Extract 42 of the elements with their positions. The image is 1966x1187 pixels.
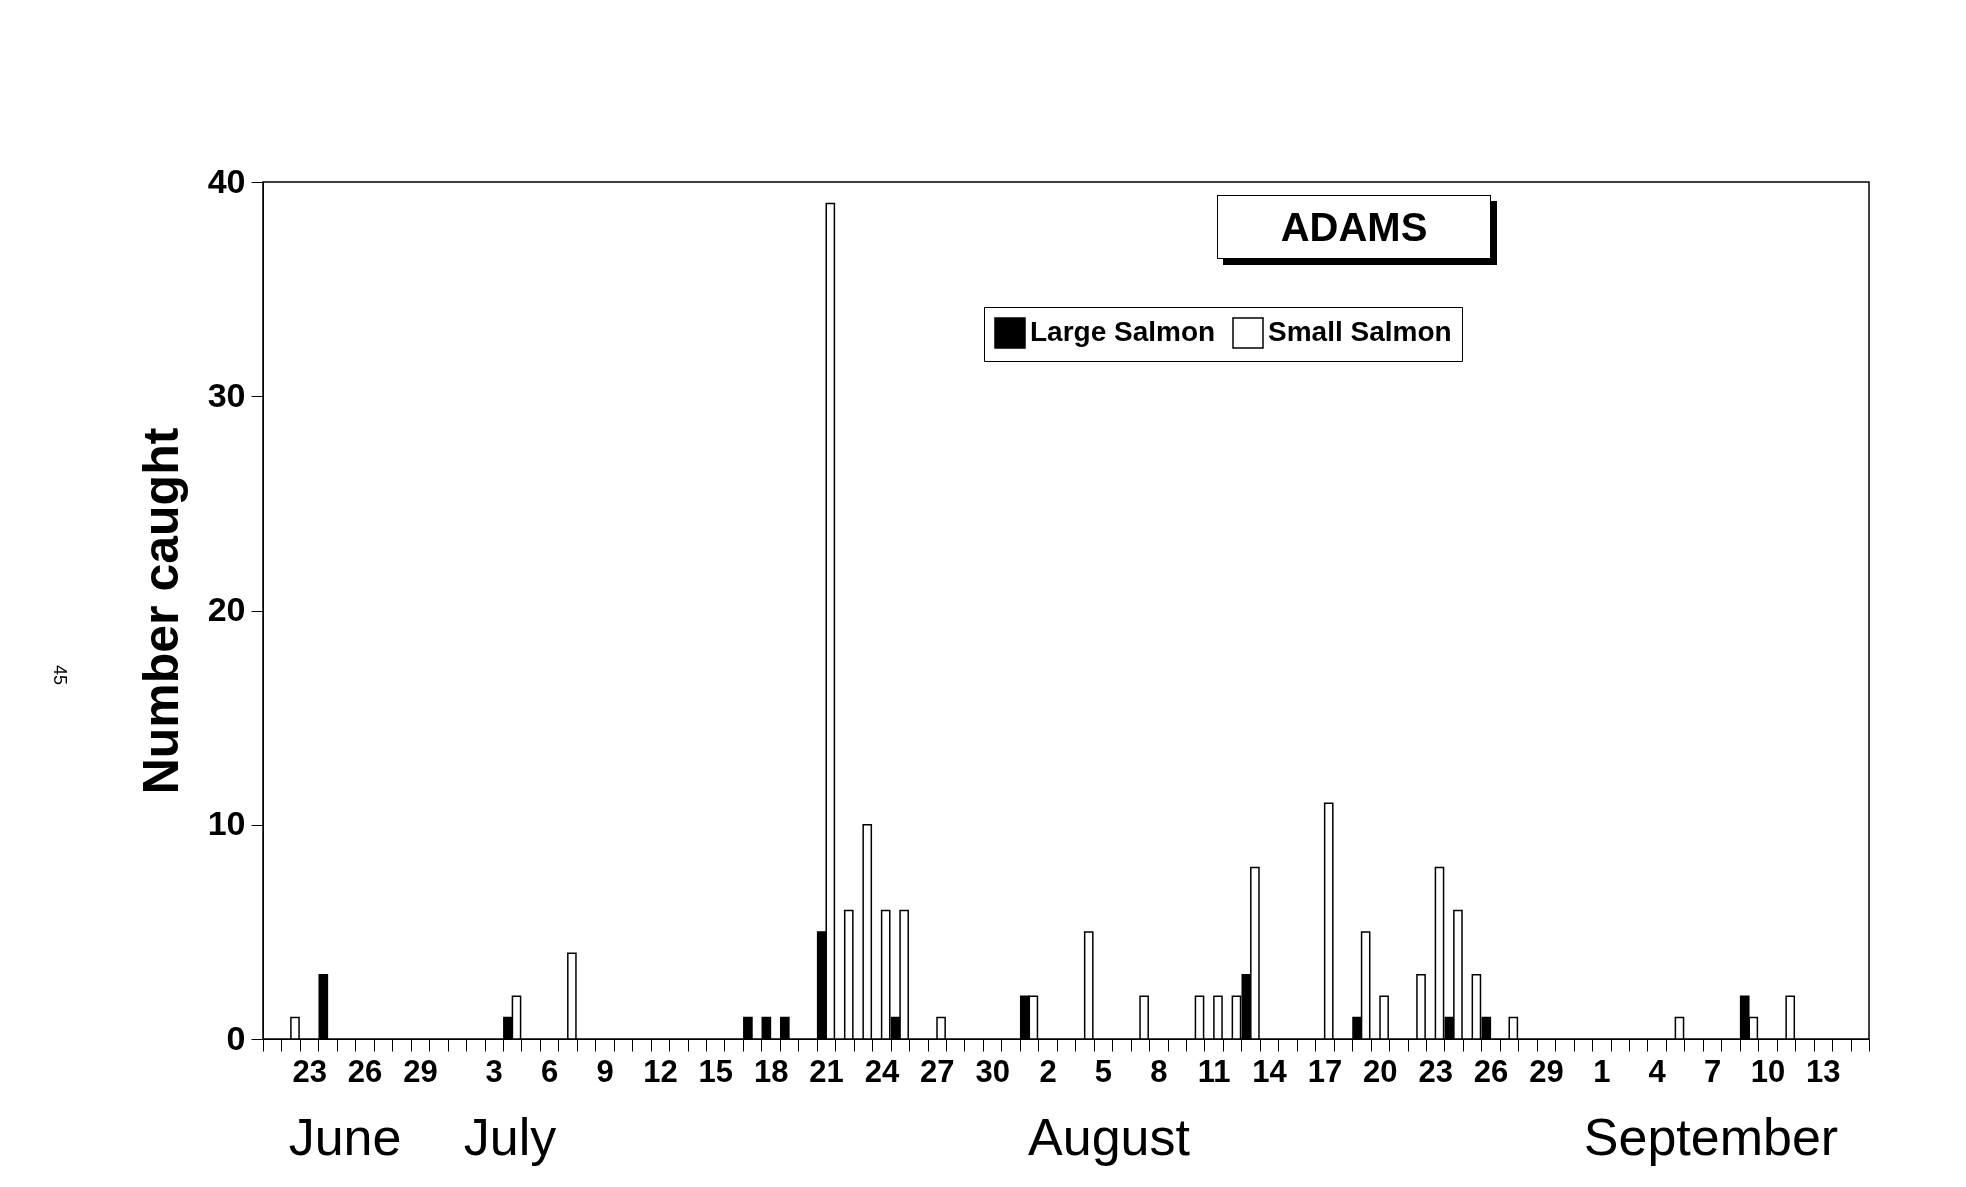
y-tick-label: 40: [207, 161, 246, 200]
text: September: [1583, 1108, 1839, 1166]
y-axis-title: Number caught: [132, 427, 189, 795]
text: August: [1028, 1108, 1191, 1166]
x-tick-label: 17: [1307, 1053, 1343, 1089]
x-tick-label: 7: [1703, 1053, 1722, 1089]
text: 45: [50, 664, 70, 686]
x-tick-label: 14: [1252, 1053, 1288, 1089]
x-tick-label: 11: [1197, 1053, 1231, 1089]
y-tick-label: 30: [207, 375, 246, 414]
y-tick-label: 20: [207, 590, 246, 628]
x-tick-label: 8: [1150, 1053, 1168, 1089]
x-tick-label: 12: [643, 1053, 678, 1089]
x-tick-label: 29: [403, 1053, 438, 1089]
x-tick-label: 3: [485, 1053, 503, 1089]
x-tick-label: 23: [1418, 1053, 1453, 1089]
x-tick-label: 23: [292, 1053, 327, 1089]
text: June: [288, 1108, 402, 1166]
text: July: [463, 1108, 557, 1166]
x-tick-label: 15: [698, 1053, 734, 1089]
x-tick-label: 10: [1750, 1053, 1786, 1089]
x-tick-label: 26: [1473, 1053, 1509, 1089]
x-tick-label: 21: [809, 1053, 844, 1089]
x-tick-label: 13: [1806, 1053, 1841, 1089]
x-tick-label: 20: [1363, 1053, 1398, 1089]
legend-label: Large Salmon: [1030, 316, 1216, 347]
x-tick-label: 1: [1593, 1053, 1611, 1089]
x-tick-label: 4: [1648, 1053, 1667, 1089]
text: ADAMS: [1217, 195, 1491, 259]
x-tick-label: 27: [920, 1053, 955, 1089]
y-tick-label: 10: [207, 804, 246, 843]
x-tick-label: 9: [596, 1053, 614, 1089]
x-tick-label: 29: [1529, 1053, 1564, 1089]
legend-label: Small Salmon: [1268, 316, 1452, 347]
x-tick-label: 30: [975, 1053, 1010, 1089]
x-tick-label: 2: [1039, 1053, 1057, 1089]
x-tick-label: 5: [1094, 1053, 1113, 1089]
x-tick-label: 18: [753, 1053, 789, 1089]
x-tick-label: 24: [864, 1053, 900, 1089]
y-tick-label: 0: [226, 1018, 246, 1057]
x-tick-label: 26: [347, 1053, 383, 1089]
x-tick-label: 6: [541, 1053, 559, 1089]
